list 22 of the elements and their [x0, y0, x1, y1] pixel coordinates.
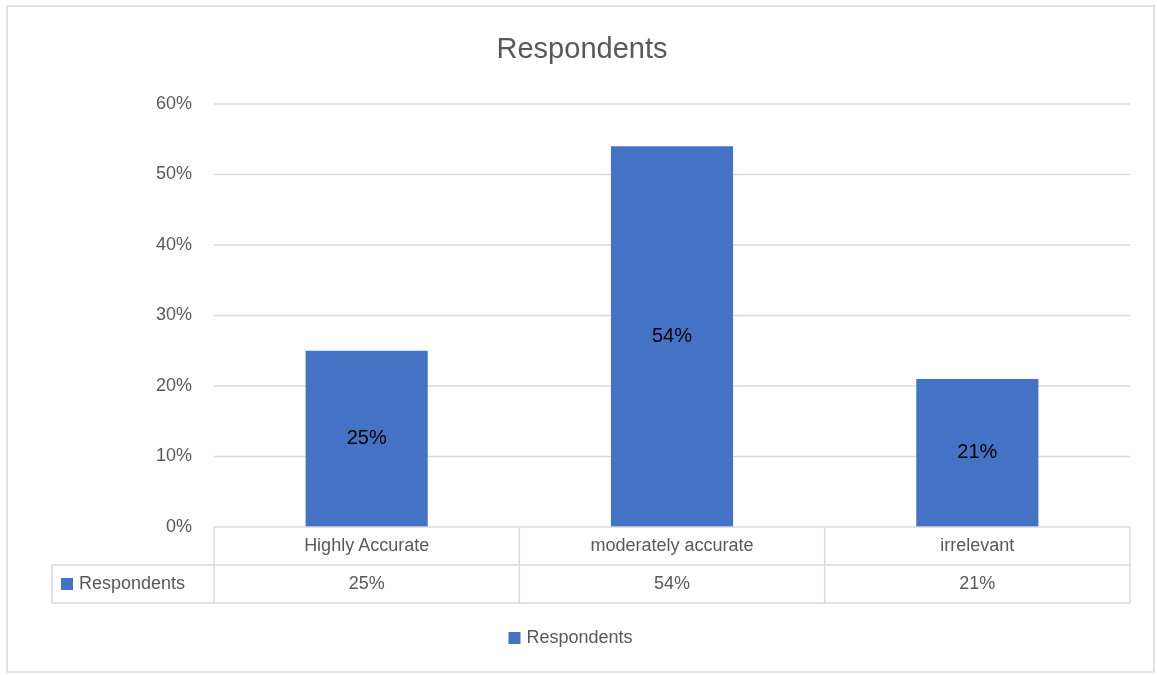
- bar: [305, 350, 428, 527]
- text: 25%: [346, 426, 387, 449]
- text: 21%: [957, 440, 998, 463]
- y-tick-label: 0%: [165, 515, 192, 536]
- x-tick-label: irrelevant: [940, 534, 1015, 555]
- y-tick-label: 30%: [155, 304, 192, 325]
- bar: [610, 146, 734, 527]
- data-label: 21%: [959, 572, 996, 593]
- x-tick-label: Highly Accurate: [304, 534, 430, 555]
- bar: [916, 378, 1039, 527]
- y-tick-label: 60%: [155, 92, 192, 113]
- legend-label: Respondents: [526, 626, 633, 647]
- data-label: 25%: [348, 572, 385, 593]
- text: Respondents: [79, 572, 186, 593]
- text: 54%: [651, 323, 693, 346]
- x-tick-label: moderately accurate: [590, 534, 754, 555]
- y-tick-label: 10%: [155, 445, 192, 466]
- chart-title: Respondents: [496, 31, 668, 64]
- y-tick-label: 20%: [155, 374, 192, 395]
- data-label: 54%: [653, 572, 691, 593]
- y-tick-label: 40%: [155, 233, 192, 254]
- y-tick-label: 50%: [155, 163, 192, 184]
